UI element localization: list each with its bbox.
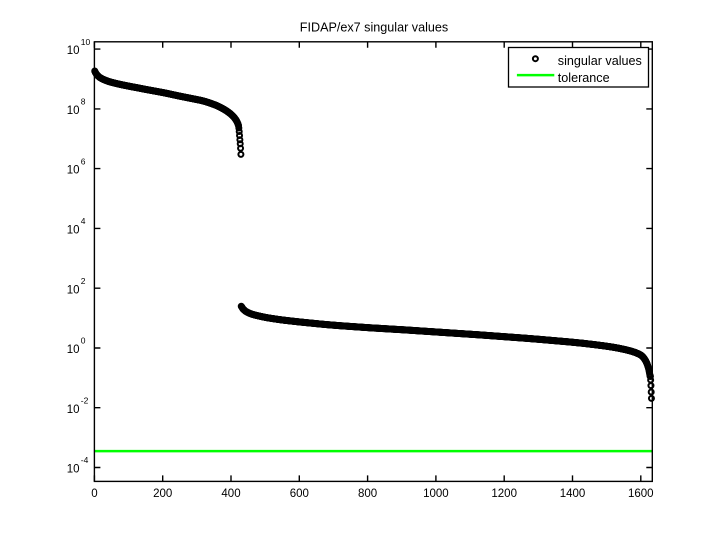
svg-text:800: 800 xyxy=(358,488,377,500)
svg-text:10: 10 xyxy=(81,37,91,47)
svg-text:1400: 1400 xyxy=(560,488,586,500)
svg-text:10: 10 xyxy=(67,404,80,416)
svg-text:8: 8 xyxy=(81,97,86,107)
svg-text:1200: 1200 xyxy=(491,488,517,500)
svg-text:-2: -2 xyxy=(81,395,89,405)
svg-text:0: 0 xyxy=(81,336,86,346)
svg-text:0: 0 xyxy=(91,488,97,500)
svg-text:6: 6 xyxy=(81,156,86,166)
svg-text:singular values: singular values xyxy=(558,54,642,68)
svg-text:10: 10 xyxy=(67,225,80,237)
svg-text:10: 10 xyxy=(67,344,80,356)
svg-text:2: 2 xyxy=(81,276,86,286)
svg-text:FIDAP/ex7 singular values: FIDAP/ex7 singular values xyxy=(300,20,448,34)
svg-text:200: 200 xyxy=(153,488,172,500)
svg-text:600: 600 xyxy=(290,488,309,500)
svg-text:1600: 1600 xyxy=(628,488,654,500)
svg-text:10: 10 xyxy=(67,105,80,117)
svg-text:4: 4 xyxy=(81,216,86,226)
svg-text:10: 10 xyxy=(67,284,80,296)
svg-text:-4: -4 xyxy=(81,455,89,465)
svg-text:tolerance: tolerance xyxy=(558,71,610,85)
svg-text:10: 10 xyxy=(67,45,80,57)
svg-text:400: 400 xyxy=(221,488,240,500)
svg-text:10: 10 xyxy=(67,165,80,177)
svg-text:10: 10 xyxy=(67,464,80,476)
svg-text:1000: 1000 xyxy=(423,488,449,500)
